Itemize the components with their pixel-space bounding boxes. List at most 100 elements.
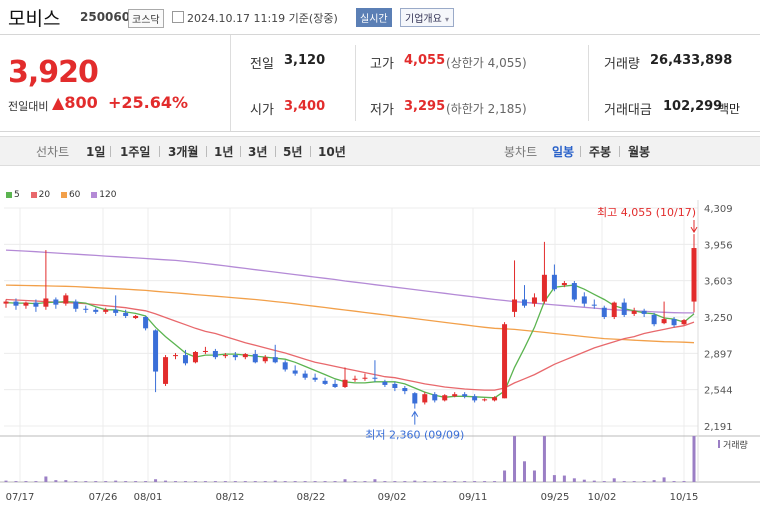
- period-10y[interactable]: 10년: [318, 145, 346, 159]
- candle-body: [262, 357, 268, 362]
- volume-bar: [4, 480, 8, 482]
- toolbar-separator: [240, 146, 241, 157]
- x-tick-label: 09/25: [541, 492, 570, 503]
- candle: [222, 353, 228, 359]
- open-value: 3,400: [284, 99, 326, 114]
- toolbar-separator: [619, 146, 620, 157]
- candle: [681, 319, 687, 326]
- candle: [442, 394, 448, 402]
- candle-chart-label: 봉차트: [504, 145, 538, 159]
- prev-close-value: 3,120: [284, 53, 326, 68]
- volume-bar: [333, 481, 337, 482]
- candle-body: [412, 393, 418, 404]
- volume-bar: [592, 480, 596, 482]
- candle-body: [601, 307, 607, 317]
- volume-bar: [283, 481, 287, 482]
- candle-monthly[interactable]: 월봉: [628, 145, 651, 159]
- legend-item-ma20: 20: [30, 190, 50, 200]
- candle: [422, 392, 428, 405]
- volume-bar: [223, 481, 227, 482]
- volume-bar: [263, 481, 267, 482]
- volume-bar: [443, 481, 447, 482]
- candle: [581, 292, 587, 307]
- candle: [502, 322, 508, 399]
- volume-bar: [323, 481, 327, 482]
- high-label: 고가: [370, 57, 394, 72]
- volume-bar: [134, 481, 138, 482]
- volume-bar: [662, 477, 666, 482]
- volume-bar: [233, 481, 237, 482]
- candle: [651, 312, 657, 327]
- company-info-dropdown[interactable]: 기업개요 ▾: [400, 8, 455, 27]
- candle-body: [282, 362, 288, 370]
- candle: [53, 297, 59, 309]
- candle-daily[interactable]: 일봉: [552, 145, 575, 159]
- candle-body: [352, 378, 358, 380]
- candle-weekly[interactable]: 주봉: [589, 145, 612, 159]
- candle-body: [531, 297, 537, 304]
- candle: [462, 392, 468, 399]
- x-tick-label: 08/12: [216, 492, 245, 503]
- x-tick-label: 08/22: [297, 492, 326, 503]
- quote-datetime: 2024.10.17 11:19 기준(장중): [187, 12, 338, 25]
- upper-limit: (상한가 4,055): [446, 56, 527, 70]
- high-arrow-icon: [690, 220, 698, 234]
- candle: [332, 379, 338, 389]
- realtime-button[interactable]: 실시간: [356, 8, 392, 27]
- stock-header: 모비스 250060 코스닥 2024.10.17 11:19 기준(장중) 실…: [0, 0, 760, 35]
- line-chart-label: 선차트: [36, 145, 70, 159]
- candle-body: [312, 377, 318, 380]
- volume-bar: [183, 481, 187, 482]
- candle: [83, 305, 89, 313]
- toolbar-separator: [206, 146, 207, 157]
- volume-bar: [154, 479, 158, 482]
- trade-amount-unit: 백만: [718, 102, 741, 116]
- toolbar-separator: [275, 146, 276, 157]
- volume-bar: [522, 461, 526, 482]
- period-1y[interactable]: 1년: [214, 145, 234, 159]
- volume-bar: [84, 481, 88, 482]
- candle-body: [631, 310, 637, 314]
- candle: [512, 260, 518, 317]
- period-1d[interactable]: 1일: [86, 145, 106, 159]
- change-label: 전일대비: [8, 100, 49, 113]
- candle: [432, 392, 438, 403]
- period-3m[interactable]: 3개월: [168, 145, 199, 159]
- y-tick-label: 3,250: [704, 313, 733, 324]
- candle-body: [502, 324, 508, 399]
- period-3y[interactable]: 3년: [248, 145, 268, 159]
- series-line-ma5: [5, 284, 695, 399]
- candle: [372, 360, 378, 382]
- period-1w[interactable]: 1주일: [120, 145, 151, 159]
- candle: [23, 301, 29, 309]
- candle-body: [342, 379, 348, 387]
- candle-body: [113, 309, 119, 313]
- candle: [571, 280, 577, 302]
- volume-bar: [463, 481, 467, 482]
- candle-body: [681, 320, 687, 325]
- legend-swatch: [6, 191, 12, 198]
- candle-body: [432, 394, 438, 401]
- candle-body: [442, 395, 448, 401]
- change-value: ▲800: [52, 93, 98, 112]
- toolbar-separator: [580, 146, 581, 157]
- candle: [272, 344, 278, 364]
- candle: [232, 351, 238, 361]
- candle-body: [332, 383, 338, 387]
- chevron-down-icon: ▾: [445, 15, 450, 24]
- volume-bar: [193, 481, 197, 482]
- x-tick-label: 10/02: [588, 492, 617, 503]
- candlestick-chart[interactable]: 4,309 3,956 3,603 3,250 2,897 2,544 2,191 07/17…: [0, 200, 760, 510]
- volume-bar: [303, 481, 307, 482]
- period-5y[interactable]: 5년: [283, 145, 303, 159]
- candle: [392, 381, 398, 392]
- volume-bar: [343, 479, 347, 482]
- candle-body: [23, 302, 29, 306]
- candle: [212, 348, 218, 360]
- candle: [43, 250, 49, 310]
- candle-body: [53, 299, 59, 305]
- candle: [143, 315, 149, 331]
- candle-body: [641, 310, 647, 314]
- low-value: 3,295: [404, 99, 446, 114]
- volume-bar: [632, 481, 636, 482]
